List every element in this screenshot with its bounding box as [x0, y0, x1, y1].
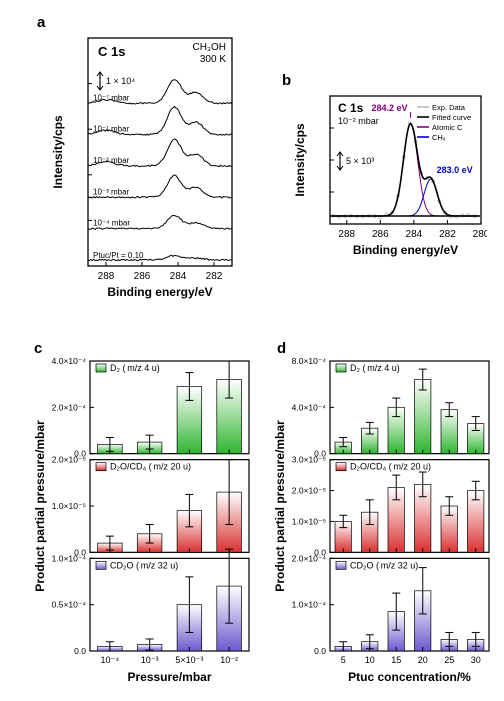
svg-text:CH₃OH: CH₃OH [192, 42, 226, 53]
svg-text:Exp. Data: Exp. Data [432, 103, 466, 112]
svg-text:10⁻⁴: 10⁻⁴ [101, 655, 120, 665]
svg-text:2.0×10⁻⁵: 2.0×10⁻⁵ [292, 486, 326, 496]
panel-c-label: c [34, 340, 42, 357]
figure: a 282 284 286 288 C 1s CH₃OH300 K 1 × 10⁴ 10⁻⁷ … [12, 12, 492, 689]
svg-text:Fitted curve: Fitted curve [432, 113, 471, 122]
svg-text:2.0×10⁻⁴: 2.0×10⁻⁴ [52, 402, 87, 412]
svg-text:10⁻² mbar: 10⁻² mbar [93, 156, 130, 165]
svg-text:288: 288 [338, 229, 355, 240]
svg-text:284: 284 [170, 271, 187, 282]
panel-b-label: b [282, 72, 291, 89]
panel-c-svg: 0.0 2.0×10⁻⁴ 4.0×10⁻⁴ [30, 357, 255, 687]
svg-text:0.0: 0.0 [314, 646, 326, 656]
svg-text:30: 30 [471, 655, 481, 665]
svg-text:10⁻⁴ mbar: 10⁻⁴ mbar [93, 219, 130, 228]
svg-text:10⁻³: 10⁻³ [141, 655, 159, 665]
svg-text:300 K: 300 K [200, 54, 226, 65]
svg-text:Product partial pressure/mbar: Product partial pressure/mbar [33, 420, 47, 592]
svg-text:Product partial pressure/mbar: Product partial pressure/mbar [273, 420, 287, 592]
svg-text:1.0×10⁻⁵: 1.0×10⁻⁵ [52, 501, 86, 511]
svg-text:Binding energy/eV: Binding energy/eV [353, 243, 458, 257]
panel-a-svg: 282 284 286 288 C 1s CH₃OH300 K 1 × 10⁴ 10⁻⁷ mb… [50, 32, 240, 302]
panel-d: 0.0 4.0×10⁻⁴ 8.0×10⁻⁴ [270, 357, 495, 687]
svg-text:4.0×10⁻⁴: 4.0×10⁻⁴ [292, 402, 327, 412]
svg-text:288: 288 [98, 271, 115, 282]
svg-text:280: 280 [473, 229, 487, 240]
svg-text:20: 20 [418, 655, 428, 665]
svg-text:2.0×10⁻⁴: 2.0×10⁻⁴ [292, 553, 327, 563]
svg-text:0.0: 0.0 [74, 646, 86, 656]
panel-d-label: d [277, 340, 286, 357]
svg-text:10⁻³ mbar: 10⁻³ mbar [93, 187, 130, 196]
svg-text:286: 286 [372, 229, 389, 240]
svg-text:10⁻²: 10⁻² [220, 655, 238, 665]
svg-text:10⁻¹ mbar: 10⁻¹ mbar [93, 125, 130, 134]
svg-text:25: 25 [444, 655, 454, 665]
svg-text:D₂ ( m/z 4 u): D₂ ( m/z 4 u) [110, 363, 160, 373]
svg-text:Ptuc/Pt = 0.10: Ptuc/Pt = 0.10 [93, 251, 144, 260]
panel-b: 280 282 284 286 288 C 1s10⁻² mbar 284.2 eV 283.… [292, 90, 487, 260]
svg-text:CD₂O ( m/z 32 u): CD₂O ( m/z 32 u) [350, 560, 418, 570]
svg-text:C 1s: C 1s [338, 101, 364, 115]
svg-text:10⁻² mbar: 10⁻² mbar [338, 116, 379, 126]
svg-text:282: 282 [206, 271, 223, 282]
svg-text:5×10⁻³: 5×10⁻³ [175, 655, 203, 665]
svg-text:Pressure/mbar: Pressure/mbar [127, 670, 211, 684]
svg-text:10: 10 [365, 655, 375, 665]
svg-text:D₂O/CD₄ ( m/z 20 u): D₂O/CD₄ ( m/z 20 u) [350, 462, 431, 472]
svg-text:CD₂O ( m/z 32 u): CD₂O ( m/z 32 u) [110, 560, 178, 570]
svg-text:8.0×10⁻⁴: 8.0×10⁻⁴ [292, 357, 327, 366]
svg-text:10⁻⁷ mbar: 10⁻⁷ mbar [93, 93, 130, 102]
svg-text:1 × 10⁴: 1 × 10⁴ [106, 76, 135, 86]
svg-text:284: 284 [406, 229, 423, 240]
svg-text:Ptuc concentration/%: Ptuc concentration/% [348, 670, 471, 684]
svg-text:0.5×10⁻⁴: 0.5×10⁻⁴ [52, 600, 87, 610]
panel-b-svg: 280 282 284 286 288 C 1s10⁻² mbar 284.2 eV 283.… [292, 90, 487, 260]
svg-text:3.0×10⁻⁵: 3.0×10⁻⁵ [292, 455, 326, 465]
svg-text:1.0×10⁻⁴: 1.0×10⁻⁴ [292, 600, 327, 610]
svg-text:CHₓ: CHₓ [432, 133, 446, 142]
svg-text:15: 15 [391, 655, 401, 665]
svg-text:Intensity/cps: Intensity/cps [51, 115, 65, 189]
svg-text:284.2 eV: 284.2 eV [372, 103, 408, 113]
svg-text:4.0×10⁻⁴: 4.0×10⁻⁴ [52, 357, 87, 366]
svg-text:1.0×10⁻⁵: 1.0×10⁻⁵ [292, 516, 326, 526]
svg-text:2.0×10⁻⁵: 2.0×10⁻⁵ [52, 455, 86, 465]
svg-text:C 1s: C 1s [98, 44, 125, 59]
panel-a-label: a [37, 14, 45, 31]
svg-text:D₂O/CD₄ ( m/z 20 u): D₂O/CD₄ ( m/z 20 u) [110, 462, 191, 472]
svg-text:5 × 10³: 5 × 10³ [346, 156, 374, 166]
svg-text:282: 282 [439, 229, 456, 240]
panel-c: 0.0 2.0×10⁻⁴ 4.0×10⁻⁴ [30, 357, 255, 687]
svg-text:D₂ ( m/z 4 u): D₂ ( m/z 4 u) [350, 363, 400, 373]
svg-text:Intensity/cps: Intensity/cps [293, 123, 307, 197]
svg-text:Atomic C: Atomic C [432, 123, 463, 132]
svg-text:1.0×10⁻⁴: 1.0×10⁻⁴ [52, 553, 87, 563]
svg-text:5: 5 [341, 655, 346, 665]
svg-text:Binding energy/eV: Binding energy/eV [107, 285, 212, 299]
panel-a: 282 284 286 288 C 1s CH₃OH300 K 1 × 10⁴ 10⁻⁷ mb… [50, 32, 240, 302]
svg-text:286: 286 [134, 271, 151, 282]
svg-text:283.0 eV: 283.0 eV [437, 165, 473, 175]
panel-d-svg: 0.0 4.0×10⁻⁴ 8.0×10⁻⁴ [270, 357, 495, 687]
